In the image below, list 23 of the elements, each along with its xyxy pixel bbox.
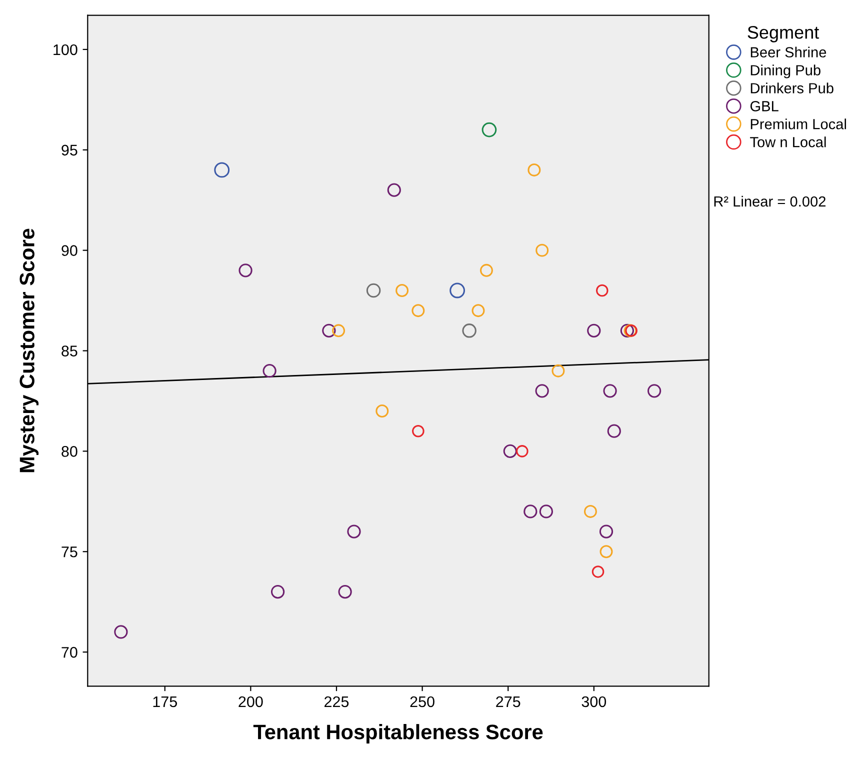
y-tick-label: 100 (54, 44, 78, 56)
legend-label: Dining Pub (750, 64, 820, 78)
legend-label: GBL (750, 101, 778, 112)
y-tick-label: 70 (62, 646, 78, 658)
x-tick-label: 200 (238, 696, 263, 708)
y-axis-title: Mystery Customer Score (20, 228, 39, 472)
x-axis-title: Tenant Hospitableness Score (253, 724, 543, 744)
legend-label: Drinkers Pub (750, 82, 834, 94)
legend-label: Beer Shrine (750, 46, 826, 58)
x-tick-label: 175 (153, 696, 177, 708)
legend-title: Segment (748, 26, 820, 42)
x-tick-label: 275 (496, 696, 520, 708)
x-tick-label: 250 (410, 696, 434, 708)
x-tick-label: 300 (582, 696, 606, 708)
x-tick-label: 225 (324, 696, 349, 708)
y-tick-label: 85 (62, 346, 78, 356)
legend-label: Tow n Local (750, 136, 826, 148)
legend-label: Premium Local (750, 118, 846, 130)
y-tick-label: 95 (62, 144, 78, 156)
y-tick-label: 80 (62, 446, 78, 457)
text: R² Linear = 0.002 (714, 196, 826, 207)
y-tick-label: 75 (62, 546, 78, 558)
y-tick-label: 90 (62, 245, 78, 256)
